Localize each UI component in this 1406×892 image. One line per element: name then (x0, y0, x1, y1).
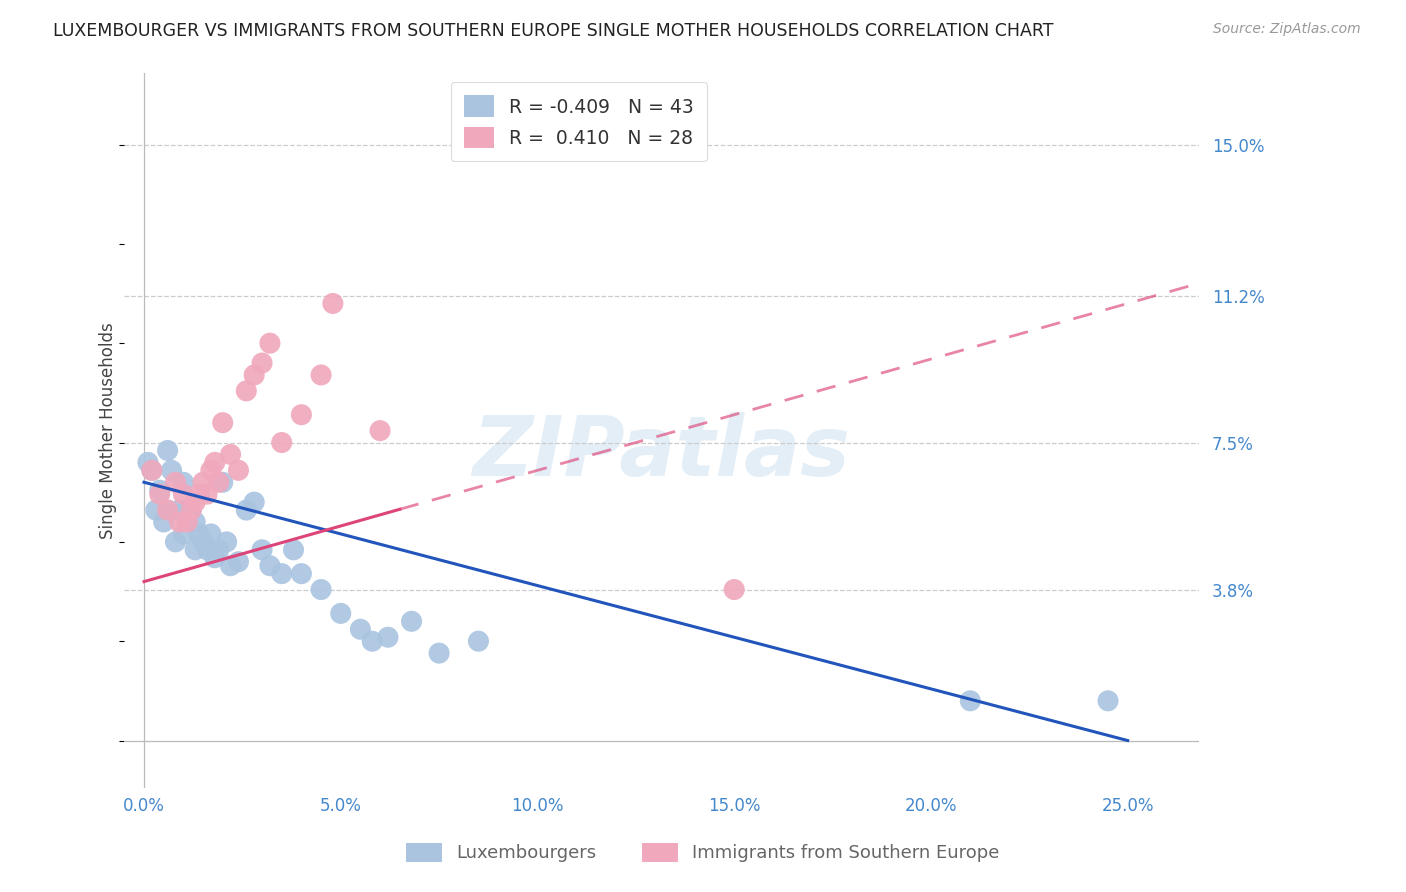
Point (169, 515, 191, 529)
Point (195, 487, 218, 501)
Point (141, 463, 163, 477)
Text: LUXEMBOURGER VS IMMIGRANTS FROM SOUTHERN EUROPE SINGLE MOTHER HOUSEHOLDS CORRELA: LUXEMBOURGER VS IMMIGRANTS FROM SOUTHERN… (53, 22, 1054, 40)
Point (172, 527, 194, 541)
Point (172, 475, 194, 490)
Point (169, 503, 191, 517)
Point (235, 503, 257, 517)
Point (270, 435, 292, 450)
Point (184, 515, 207, 529)
Point (136, 455, 159, 469)
Point (467, 634, 489, 648)
Point (211, 416, 233, 430)
Point (184, 542, 207, 557)
Point (309, 368, 332, 382)
Point (270, 566, 292, 581)
Point (180, 503, 202, 517)
Point (228, 555, 250, 569)
Point (309, 582, 332, 597)
Point (377, 630, 399, 644)
Point (959, 694, 981, 708)
Point (349, 622, 371, 636)
Point (200, 463, 222, 477)
Legend: Luxembourgers, Immigrants from Southern Europe: Luxembourgers, Immigrants from Southern … (399, 836, 1007, 870)
Point (204, 550, 226, 565)
Point (165, 475, 187, 490)
Point (156, 503, 179, 517)
Point (243, 368, 266, 382)
Point (149, 487, 172, 501)
Point (188, 527, 211, 541)
Point (219, 447, 242, 461)
Point (172, 487, 194, 501)
Point (152, 515, 174, 529)
Point (195, 542, 218, 557)
Point (156, 443, 179, 458)
Point (427, 646, 450, 660)
Point (191, 475, 214, 490)
Point (219, 558, 242, 573)
Text: Source: ZipAtlas.com: Source: ZipAtlas.com (1213, 22, 1361, 37)
Point (208, 475, 231, 490)
Point (200, 527, 222, 541)
Point (235, 384, 257, 398)
Point (723, 582, 745, 597)
Point (283, 542, 305, 557)
Point (191, 534, 214, 549)
Point (329, 607, 352, 621)
Point (250, 356, 273, 370)
Point (165, 534, 187, 549)
Point (259, 558, 281, 573)
Point (250, 542, 273, 557)
Point (401, 615, 423, 629)
Point (368, 424, 391, 438)
Point (290, 408, 312, 422)
Point (188, 487, 211, 501)
Point (322, 296, 344, 310)
Point (160, 463, 183, 477)
Point (149, 483, 172, 498)
Point (361, 634, 384, 648)
Point (243, 495, 266, 509)
Point (228, 463, 250, 477)
Point (290, 566, 312, 581)
Point (204, 455, 226, 469)
Point (259, 336, 281, 351)
Text: ZIPatlas: ZIPatlas (472, 411, 851, 492)
Point (176, 515, 198, 529)
Point (180, 503, 202, 517)
Point (145, 503, 167, 517)
Point (156, 503, 179, 517)
Y-axis label: Single Mother Households: Single Mother Households (100, 322, 117, 539)
Point (1097, 694, 1119, 708)
Legend: R = -0.409   N = 43, R =  0.410   N = 28: R = -0.409 N = 43, R = 0.410 N = 28 (450, 82, 707, 161)
Point (215, 534, 238, 549)
Point (211, 475, 233, 490)
Point (184, 495, 207, 509)
Point (141, 463, 163, 477)
Point (208, 542, 231, 557)
Point (176, 503, 198, 517)
